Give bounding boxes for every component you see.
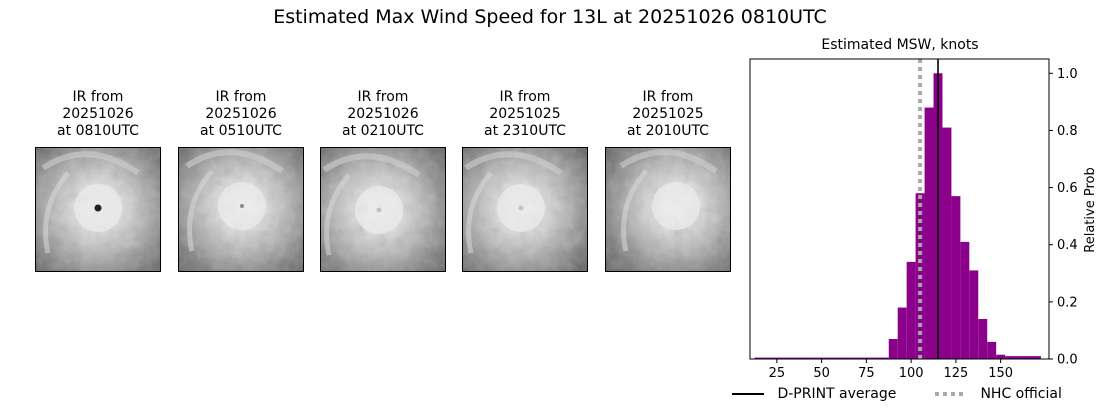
legend-label: D-PRINT average xyxy=(777,386,897,402)
ir-panel-3: IR from 20251026 at 0210UTC xyxy=(320,89,446,272)
ir-panel-title: IR from 20251025 at 2010UTC xyxy=(627,89,709,139)
msw-histogram: Estimated MSW, knots Relative Prob 25 50 7… xyxy=(749,37,1098,380)
y-tick-label: 0.4 xyxy=(1057,238,1078,253)
y-tick-label: 0.6 xyxy=(1057,181,1078,196)
y-tick-label: 0.8 xyxy=(1057,124,1078,139)
y-tick-label: 0.2 xyxy=(1057,295,1078,310)
ir-panel-4: IR from 20251025 at 2310UTC xyxy=(462,89,588,272)
plot-frame xyxy=(749,58,1050,360)
histogram-bar xyxy=(996,354,1006,359)
ir-panel-title: IR from 20251026 at 0510UTC xyxy=(200,89,282,139)
legend-nhc: NHC official xyxy=(934,386,1062,402)
x-tick-label: 25 xyxy=(769,366,786,380)
histogram-bar xyxy=(835,357,844,359)
y-tick-label: 0.0 xyxy=(1057,353,1078,368)
histogram-bar xyxy=(1023,356,1032,359)
ir-panel-1: IR from 20251026 at 0810UTC xyxy=(35,89,161,272)
histogram-bar xyxy=(951,196,961,359)
histogram-bar xyxy=(772,357,782,359)
histogram-bar xyxy=(826,357,836,359)
histogram-bar xyxy=(843,357,853,359)
chart-title: Estimated Max Wind Speed for 13L at 2025… xyxy=(273,6,827,28)
histogram-bar xyxy=(754,357,764,359)
solid-line-icon xyxy=(732,393,764,395)
histogram-bar xyxy=(1014,356,1024,359)
histogram-bar xyxy=(870,357,880,359)
histogram-bar xyxy=(906,261,916,359)
histogram-bar xyxy=(969,270,979,359)
histogram-bar xyxy=(861,357,871,359)
histogram-title: Estimated MSW, knots xyxy=(821,37,978,53)
x-tick-label: 150 xyxy=(988,366,1013,380)
histogram-bar xyxy=(817,357,827,359)
ir-satellite-image xyxy=(320,147,446,272)
ir-panel-title: IR from 20251025 at 2310UTC xyxy=(484,89,566,139)
histogram-bar xyxy=(888,339,898,359)
dotted-line-icon xyxy=(935,392,967,396)
histogram-bar xyxy=(879,357,889,359)
histogram-bar xyxy=(852,357,862,359)
ir-satellite-image xyxy=(178,147,304,272)
ir-panel-2: IR from 20251026 at 0510UTC xyxy=(178,89,304,272)
x-tick-label: 125 xyxy=(943,366,968,380)
histogram-bar xyxy=(978,319,988,359)
x-tick-label: 100 xyxy=(899,366,924,380)
histogram-bar xyxy=(799,357,809,359)
legend-label: NHC official xyxy=(980,386,1062,402)
histogram-bar xyxy=(897,307,907,359)
histogram-bar xyxy=(987,341,997,359)
legend-dprint: D-PRINT average xyxy=(731,386,896,402)
x-tick-label: 75 xyxy=(858,366,875,380)
y-tick-label: 1.0 xyxy=(1057,67,1078,82)
histogram-bar xyxy=(960,241,970,359)
histogram-bar xyxy=(924,107,934,359)
ir-panel-title: IR from 20251026 at 0210UTC xyxy=(342,89,424,139)
histogram-bar xyxy=(1005,356,1015,359)
ir-panel-title: IR from 20251026 at 0810UTC xyxy=(57,89,139,139)
x-tick-label: 50 xyxy=(813,366,830,380)
histogram-bar xyxy=(942,127,952,359)
ir-satellite-image xyxy=(462,147,588,272)
histogram-bar xyxy=(781,357,791,359)
ir-satellite-image xyxy=(605,147,731,272)
histogram-bar xyxy=(790,357,800,359)
histogram-bar xyxy=(1031,356,1041,359)
histogram-bar xyxy=(808,357,818,359)
y-axis-label: Relative Prob xyxy=(1083,167,1098,252)
ir-satellite-image xyxy=(35,147,161,272)
histogram-bar xyxy=(763,357,773,359)
ir-panel-5: IR from 20251025 at 2010UTC xyxy=(605,89,731,272)
